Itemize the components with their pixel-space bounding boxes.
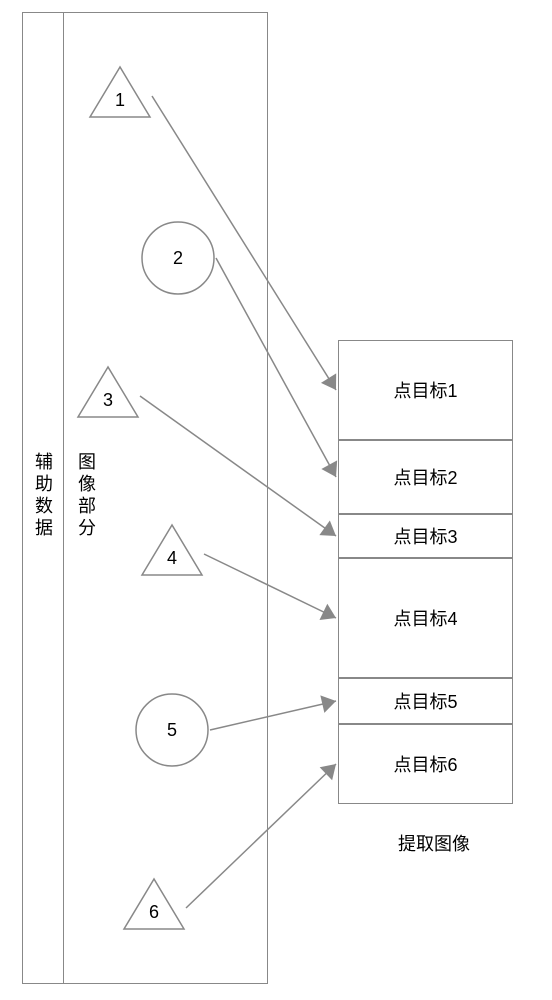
image-part-label: 图像部分 xyxy=(73,452,99,540)
arrowhead-icon xyxy=(321,460,337,477)
target-row: 点目标4 xyxy=(338,558,513,678)
target-label: 点目标2 xyxy=(393,464,457,490)
arrowhead-icon xyxy=(321,373,336,390)
arrowhead-icon xyxy=(319,521,336,536)
target-row: 点目标2 xyxy=(338,440,513,514)
arrowhead-icon xyxy=(320,764,336,780)
target-label: 点目标5 xyxy=(393,688,457,714)
target-label: 点目标3 xyxy=(393,523,457,549)
arrowhead-icon xyxy=(319,604,336,620)
aux-data-label: 辅助数据 xyxy=(30,452,56,540)
target-label: 点目标6 xyxy=(393,751,457,777)
arrowhead-icon xyxy=(320,695,336,713)
target-row: 点目标1 xyxy=(338,340,513,440)
target-label: 点目标1 xyxy=(393,377,457,403)
target-row: 点目标5 xyxy=(338,678,513,724)
target-row: 点目标6 xyxy=(338,724,513,804)
target-label: 点目标4 xyxy=(393,605,457,631)
extract-caption: 提取图像 xyxy=(398,830,470,856)
target-row: 点目标3 xyxy=(338,514,513,558)
